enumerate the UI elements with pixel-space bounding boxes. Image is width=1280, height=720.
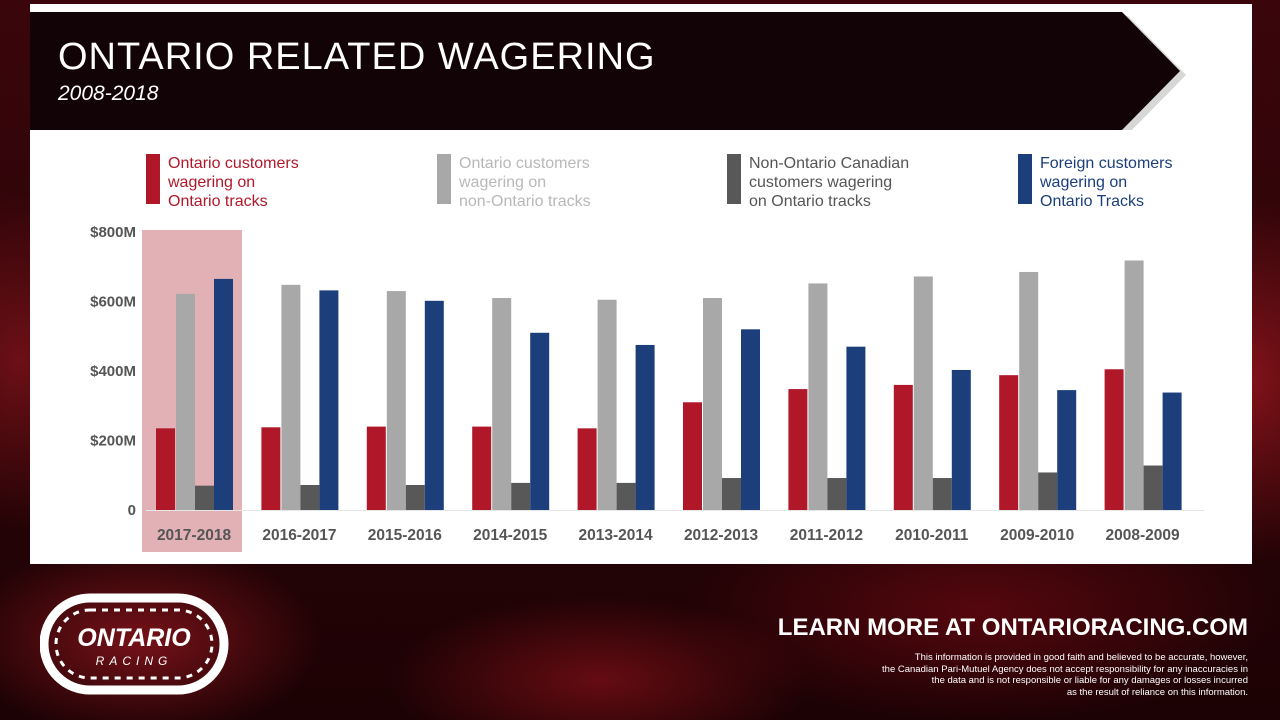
bar: [597, 299, 617, 510]
bar: [472, 426, 492, 510]
y-tick-label: $200M: [90, 433, 136, 450]
bar: [893, 384, 913, 510]
logo-text-racing: RACING: [96, 654, 173, 668]
legend-item-ontario-on-ontario: Ontario customers wagering on Ontario tr…: [146, 154, 358, 211]
ontario-racing-logo: ONTARIO RACING: [39, 590, 230, 705]
bar: [366, 426, 386, 510]
bar: [1143, 465, 1163, 510]
x-tick-label: 2009-2010: [1000, 527, 1074, 544]
x-tick-label: 2010-2011: [895, 527, 969, 544]
legend-swatch: [1018, 154, 1032, 204]
bar: [195, 485, 214, 510]
bar: [846, 346, 866, 510]
y-tick-label: 0: [128, 502, 136, 519]
bar: [1104, 369, 1124, 510]
bar: [261, 427, 281, 510]
bar: [405, 484, 425, 510]
bar: [1124, 260, 1144, 510]
bar: [1057, 390, 1077, 510]
bar: [932, 478, 952, 510]
bar: [808, 283, 828, 510]
bar: [530, 332, 550, 510]
learn-more-link[interactable]: LEARN MORE AT ONTARIORACING.COM: [777, 614, 1248, 641]
x-tick-label: 2015-2016: [368, 527, 443, 544]
bar: [424, 300, 444, 510]
x-tick-label: 2016-2017: [262, 527, 336, 544]
legend-swatch: [437, 154, 451, 204]
x-tick-label: 2013-2014: [579, 527, 654, 544]
y-tick-label: $600M: [90, 294, 136, 311]
x-tick-label: 2014-2015: [473, 527, 548, 544]
bar: [683, 402, 702, 510]
bar: [913, 276, 933, 510]
bar: [176, 293, 195, 510]
bar: [1038, 472, 1058, 510]
banner-arrow-shape: [30, 12, 1186, 130]
legend-item-canadian-on-ontario: Non-Ontario Canadian customers wagering …: [727, 154, 939, 211]
legend-label: Ontario customers wagering on Ontario tr…: [168, 155, 299, 210]
x-tick-label: 2008-2009: [1106, 527, 1181, 544]
x-tick-label: 2017-2018: [157, 527, 232, 544]
legend-swatch: [146, 154, 160, 204]
bar: [741, 329, 760, 510]
logo-text-ontario: ONTARIO: [77, 624, 191, 652]
bar: [281, 284, 301, 510]
bar: [214, 278, 233, 510]
bar: [156, 428, 175, 510]
x-tick-label: 2012-2013: [684, 527, 759, 544]
legend-label: Foreign customers wagering on Ontario Tr…: [1040, 155, 1173, 210]
bar: [511, 482, 531, 510]
bar: [1162, 392, 1182, 510]
x-tick-label: 2011-2012: [790, 527, 863, 544]
y-tick-label: $800M: [90, 224, 136, 241]
y-tick-label: $400M: [90, 363, 136, 380]
legend-item-ontario-on-non-ontario: Ontario customers wagering on non-Ontari…: [437, 154, 649, 211]
page-title: ONTARIO RELATED WAGERING: [58, 36, 656, 78]
title-banner: [30, 12, 1190, 130]
legend-item-foreign-on-ontario: Foreign customers wagering on Ontario Tr…: [1018, 154, 1230, 211]
track-logo-icon: ONTARIO RACING: [39, 593, 229, 695]
legend-label: Ontario customers wagering on non-Ontari…: [459, 155, 591, 210]
bar: [616, 482, 636, 510]
bar: [788, 389, 808, 510]
bar: [492, 298, 512, 510]
bar: [577, 428, 597, 510]
bar: [635, 344, 655, 510]
legend-label: Non-Ontario Canadian customers wagering …: [749, 155, 910, 210]
bar: [319, 290, 339, 510]
bar: [386, 291, 406, 510]
bar: [300, 484, 320, 510]
bar: [951, 369, 971, 510]
bar: [1019, 271, 1039, 510]
bar: [827, 478, 847, 510]
legend-swatch: [727, 154, 741, 204]
bar: [722, 478, 741, 510]
page-subtitle: 2008-2018: [58, 82, 159, 105]
bar: [999, 375, 1019, 510]
disclaimer-text: This information is provided in good fai…: [882, 652, 1248, 698]
bar: [703, 298, 722, 510]
